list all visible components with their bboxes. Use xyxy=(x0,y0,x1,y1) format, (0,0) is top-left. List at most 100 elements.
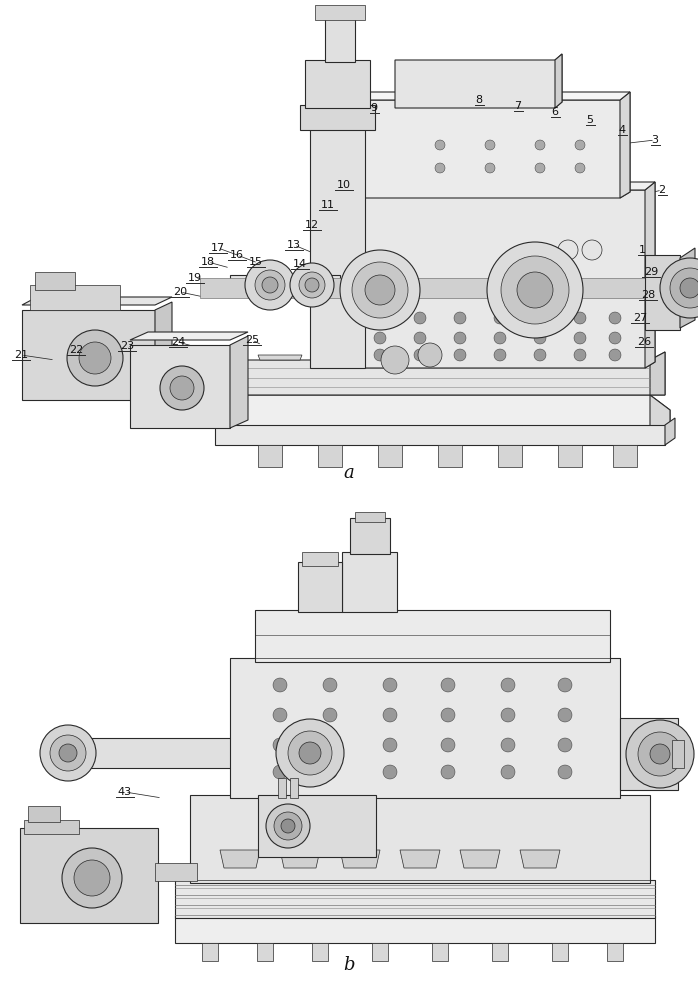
Polygon shape xyxy=(215,425,665,445)
Circle shape xyxy=(418,343,442,367)
Polygon shape xyxy=(620,92,630,198)
Circle shape xyxy=(626,720,694,788)
Circle shape xyxy=(454,312,466,324)
Circle shape xyxy=(558,765,572,779)
Circle shape xyxy=(383,765,397,779)
Text: b: b xyxy=(343,956,355,974)
Circle shape xyxy=(454,349,466,361)
Polygon shape xyxy=(335,182,655,368)
Bar xyxy=(290,778,298,798)
Circle shape xyxy=(435,140,445,150)
Circle shape xyxy=(441,765,455,779)
Circle shape xyxy=(501,678,515,692)
Polygon shape xyxy=(302,868,358,882)
Circle shape xyxy=(638,732,682,776)
Circle shape xyxy=(414,312,426,324)
Polygon shape xyxy=(258,355,302,360)
Polygon shape xyxy=(520,850,560,868)
Bar xyxy=(552,943,568,961)
Bar xyxy=(492,943,508,961)
Circle shape xyxy=(435,163,445,173)
Polygon shape xyxy=(462,868,518,882)
Text: 43: 43 xyxy=(118,787,132,797)
Polygon shape xyxy=(680,248,695,328)
Circle shape xyxy=(40,725,96,781)
Polygon shape xyxy=(300,105,375,130)
Bar xyxy=(35,272,75,290)
Text: 10: 10 xyxy=(337,180,351,190)
Polygon shape xyxy=(230,336,248,428)
Text: 8: 8 xyxy=(475,95,482,105)
Circle shape xyxy=(574,332,586,344)
Polygon shape xyxy=(340,850,380,868)
Bar xyxy=(202,943,218,961)
Bar xyxy=(155,345,205,363)
Circle shape xyxy=(558,708,572,722)
Polygon shape xyxy=(345,92,630,100)
Circle shape xyxy=(255,270,285,300)
Bar xyxy=(255,610,610,662)
Polygon shape xyxy=(305,60,370,108)
Circle shape xyxy=(575,163,585,173)
Polygon shape xyxy=(130,345,230,428)
Text: 1: 1 xyxy=(639,245,646,255)
Bar xyxy=(28,806,60,822)
Bar xyxy=(298,562,342,612)
Circle shape xyxy=(323,765,337,779)
Circle shape xyxy=(670,268,698,308)
Circle shape xyxy=(374,332,386,344)
Circle shape xyxy=(381,346,409,374)
Circle shape xyxy=(374,349,386,361)
Bar xyxy=(175,915,655,943)
Bar xyxy=(620,718,678,790)
Circle shape xyxy=(273,738,287,752)
Text: 20: 20 xyxy=(173,287,187,297)
Polygon shape xyxy=(22,297,172,305)
Circle shape xyxy=(67,330,123,386)
Circle shape xyxy=(501,256,569,324)
Circle shape xyxy=(558,678,572,692)
Circle shape xyxy=(74,860,110,896)
Circle shape xyxy=(170,376,194,400)
Polygon shape xyxy=(155,302,172,400)
Bar xyxy=(607,943,623,961)
Bar xyxy=(432,943,448,961)
Polygon shape xyxy=(220,352,665,395)
Bar xyxy=(230,658,620,798)
Circle shape xyxy=(609,349,621,361)
Circle shape xyxy=(609,332,621,344)
Text: 21: 21 xyxy=(14,350,28,360)
Circle shape xyxy=(383,738,397,752)
Circle shape xyxy=(534,349,546,361)
Bar xyxy=(558,445,582,467)
Polygon shape xyxy=(222,868,278,882)
Text: 28: 28 xyxy=(641,290,655,300)
Polygon shape xyxy=(665,418,675,445)
Bar xyxy=(30,285,120,310)
Polygon shape xyxy=(438,355,482,360)
Bar xyxy=(318,445,342,467)
Text: 2: 2 xyxy=(658,185,666,195)
Circle shape xyxy=(535,163,545,173)
Polygon shape xyxy=(650,352,665,395)
Text: 23: 23 xyxy=(120,341,134,351)
Circle shape xyxy=(274,812,302,840)
Text: 18: 18 xyxy=(201,257,215,267)
Text: 11: 11 xyxy=(321,200,335,210)
Circle shape xyxy=(517,272,553,308)
Circle shape xyxy=(582,240,602,260)
Bar xyxy=(175,880,655,918)
Text: 29: 29 xyxy=(644,267,658,277)
Polygon shape xyxy=(230,275,340,295)
Circle shape xyxy=(160,366,204,410)
Circle shape xyxy=(501,738,515,752)
Text: 3: 3 xyxy=(651,135,658,145)
Bar xyxy=(155,863,197,881)
Bar xyxy=(498,445,522,467)
Bar xyxy=(315,5,365,20)
Text: 17: 17 xyxy=(211,243,225,253)
Circle shape xyxy=(575,140,585,150)
Circle shape xyxy=(650,744,670,764)
Circle shape xyxy=(609,312,621,324)
Circle shape xyxy=(660,258,698,318)
